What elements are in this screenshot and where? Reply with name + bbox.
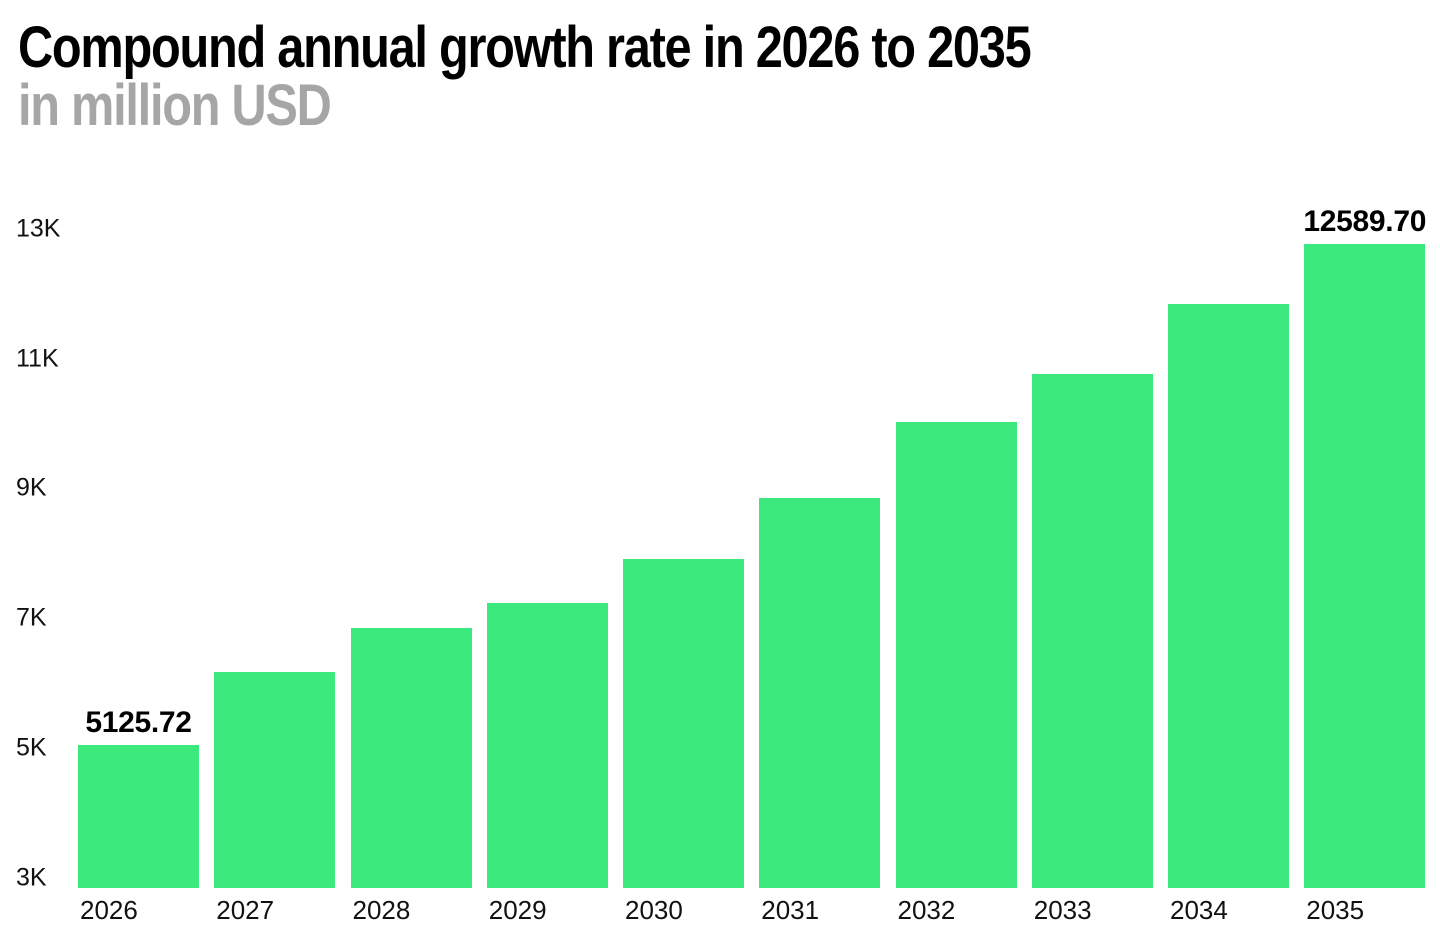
x-tick-label: 2026 bbox=[80, 895, 138, 925]
x-tick-label: 2027 bbox=[216, 895, 275, 925]
bar-value-label: 12589.70 bbox=[1303, 204, 1427, 238]
x-tick-label: 2028 bbox=[352, 895, 411, 925]
y-tick-label: 11K bbox=[16, 344, 59, 373]
bar-2032 bbox=[895, 422, 1017, 888]
chart-title: Compound annual growth rate in 2026 to 2… bbox=[18, 15, 1032, 80]
x-tick-label: 2033 bbox=[1033, 895, 1092, 925]
y-tick-label: 3K bbox=[16, 863, 47, 891]
bar-value-label: 5125.72 bbox=[85, 706, 192, 740]
bar-2030 bbox=[623, 559, 744, 888]
x-tick-label: 2031 bbox=[761, 895, 820, 925]
x-tick-label: 2032 bbox=[897, 895, 956, 925]
bar-2035 bbox=[1304, 243, 1426, 888]
bar-2028 bbox=[350, 627, 472, 888]
y-tick-label: 13K bbox=[16, 214, 61, 243]
bar-2029 bbox=[486, 603, 608, 888]
y-tick-label: 9K bbox=[16, 473, 47, 502]
x-tick-label: 2035 bbox=[1306, 895, 1365, 925]
bar-2026 bbox=[78, 745, 199, 888]
bar-2027 bbox=[214, 672, 336, 888]
x-tick-label: 2029 bbox=[488, 895, 547, 925]
y-tick-label: 5K bbox=[16, 733, 47, 762]
chart-subtitle: in million USD bbox=[18, 73, 332, 138]
x-tick-label: 2030 bbox=[625, 895, 683, 925]
bar-2033 bbox=[1031, 373, 1153, 888]
y-tick-label: 7K bbox=[16, 603, 47, 632]
bar-2034 bbox=[1168, 303, 1289, 888]
bar-2031 bbox=[759, 497, 881, 888]
x-tick-label: 2034 bbox=[1170, 895, 1228, 925]
